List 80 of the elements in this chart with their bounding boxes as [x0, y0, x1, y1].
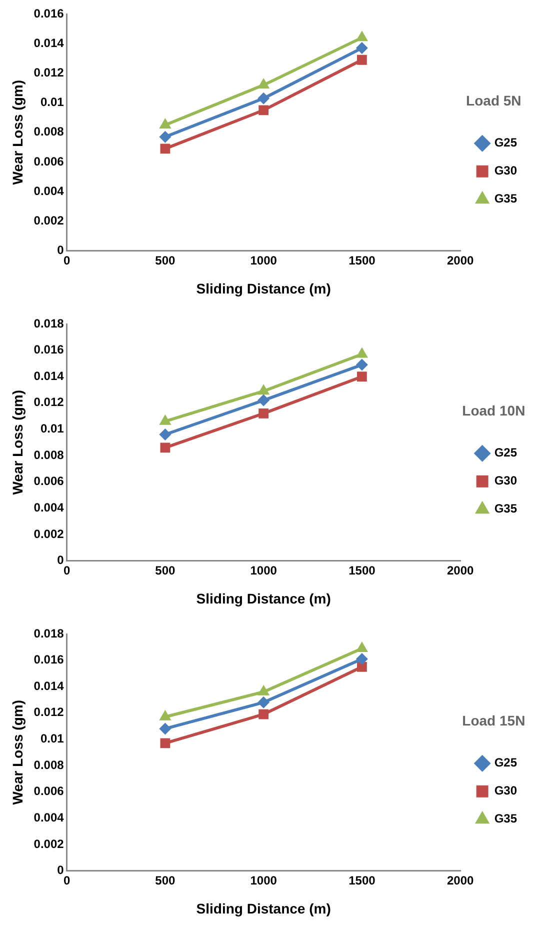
y-tick-label: 0.01 — [40, 422, 64, 436]
y-tick-label: 0.012 — [34, 395, 64, 410]
y-tick-label: 0.004 — [34, 500, 64, 514]
x-tick-label: 1500 — [348, 563, 376, 578]
x-tick-label: 1000 — [250, 253, 278, 268]
point — [356, 54, 367, 65]
y-tick-label: 0.004 — [34, 184, 64, 198]
point — [258, 105, 269, 116]
legend-label: G30 — [494, 474, 518, 488]
y-tick-label: 0.016 — [34, 6, 64, 20]
legend-label: G30 — [494, 784, 518, 798]
y-tick-label: 0.008 — [34, 758, 64, 772]
y-tick-label: 0.004 — [34, 810, 64, 824]
legend-label: G35 — [494, 502, 518, 516]
y-tick-label: 0.006 — [34, 154, 64, 168]
x-tick-label: 1500 — [348, 253, 376, 268]
point — [258, 394, 270, 406]
y-tick-label: 0.006 — [34, 474, 64, 488]
x-tick-label: 1000 — [250, 873, 278, 888]
y-tick-label: 0.018 — [34, 316, 64, 330]
point — [356, 652, 368, 665]
legend-label: G30 — [494, 164, 518, 178]
x-tick-label: 500 — [155, 563, 176, 578]
x-tick-label: 1500 — [348, 873, 376, 888]
point — [159, 722, 172, 735]
y-tick-label: 0.002 — [34, 214, 64, 228]
y-tick-label: 0 — [57, 553, 64, 568]
y-tick-label: 0.006 — [34, 784, 64, 798]
point — [356, 358, 368, 371]
point — [258, 696, 270, 708]
x-tick-label: 2000 — [446, 873, 474, 888]
legend-label: G25 — [494, 446, 518, 460]
x-tick-label: 500 — [155, 873, 176, 888]
y-axis-title: Wear Loss (gm) — [9, 390, 26, 495]
x-tick-label: 1000 — [250, 563, 278, 578]
point — [356, 662, 367, 672]
x-tick-label: 500 — [155, 253, 176, 268]
x-tick-label: 2000 — [446, 563, 474, 578]
point — [160, 442, 170, 453]
legend-label: G25 — [494, 136, 518, 150]
y-tick-label: 0.014 — [34, 678, 64, 693]
point — [159, 428, 172, 441]
y-tick-label: 0.018 — [34, 626, 64, 640]
legend-label: G35 — [494, 192, 518, 206]
point — [356, 347, 368, 358]
y-tick-label: 0.008 — [34, 448, 64, 462]
x-axis-title: Sliding Distance (m) — [196, 280, 331, 296]
legend-title: Load 10N — [462, 402, 526, 418]
legend-title: Load 15N — [462, 712, 526, 728]
y-tick-label: 0 — [57, 243, 64, 258]
point — [356, 372, 367, 382]
y-tick-label: 0.016 — [34, 652, 64, 667]
y-tick-label: 0.002 — [34, 836, 64, 851]
point — [258, 78, 270, 89]
point — [160, 738, 170, 748]
y-tick-label: 0.008 — [34, 124, 64, 139]
point — [159, 130, 172, 143]
x-tick-label: 2000 — [446, 253, 474, 268]
y-tick-label: 0.01 — [40, 732, 64, 746]
legend-label: G25 — [494, 756, 518, 770]
y-tick-label: 0.016 — [34, 342, 64, 357]
y-tick-label: 0.014 — [34, 36, 64, 50]
y-axis-title: Wear Loss (gm) — [9, 700, 26, 805]
y-tick-label: 0.002 — [34, 526, 64, 541]
y-tick-label: 0.012 — [34, 705, 64, 720]
x-axis-title: Sliding Distance (m) — [196, 590, 331, 606]
point — [160, 144, 170, 154]
y-tick-label: 0.01 — [40, 95, 64, 110]
y-axis-title: Wear Loss (gm) — [9, 80, 26, 185]
point — [356, 42, 368, 54]
x-axis-title: Sliding Distance (m) — [196, 900, 331, 916]
point — [258, 408, 269, 418]
legend-title: Load 5N — [466, 92, 522, 108]
point — [258, 709, 269, 720]
legend-label: G35 — [494, 812, 518, 826]
y-tick-label: 0.012 — [34, 66, 64, 80]
y-tick-label: 0 — [57, 863, 64, 878]
point — [258, 92, 270, 104]
y-tick-label: 0.014 — [34, 368, 64, 383]
point — [258, 384, 270, 395]
